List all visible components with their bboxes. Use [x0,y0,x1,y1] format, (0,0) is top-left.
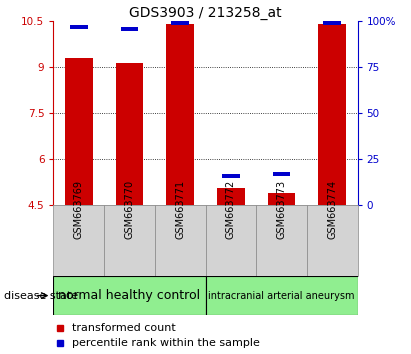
Bar [217,188,245,205]
Bar [104,205,155,276]
Bar [70,25,88,29]
Text: GSM663774: GSM663774 [327,180,337,239]
Text: GSM663770: GSM663770 [125,180,134,239]
Bar [206,205,256,276]
Bar [323,21,341,25]
Bar [206,276,358,315]
Bar [53,276,206,315]
Bar [256,205,307,276]
Bar [272,172,291,176]
Text: disease state: disease state [4,291,78,301]
Text: intracranial arterial aneurysm: intracranial arterial aneurysm [208,291,355,301]
Bar [115,63,143,205]
Bar [307,205,358,276]
Bar [268,193,296,205]
Text: normal healthy control: normal healthy control [58,289,201,302]
Text: GSM663773: GSM663773 [277,180,286,239]
Bar [171,21,189,25]
Bar [120,27,139,30]
Text: GSM663769: GSM663769 [74,180,84,239]
Bar [155,205,206,276]
Bar [166,24,194,205]
Text: GSM663771: GSM663771 [175,180,185,239]
Text: transformed count: transformed count [72,322,175,332]
Bar [318,24,346,205]
Text: GSM663772: GSM663772 [226,180,236,239]
Bar [222,174,240,178]
Text: percentile rank within the sample: percentile rank within the sample [72,338,260,348]
Bar [65,58,93,205]
Bar [53,205,104,276]
Title: GDS3903 / 213258_at: GDS3903 / 213258_at [129,6,282,20]
